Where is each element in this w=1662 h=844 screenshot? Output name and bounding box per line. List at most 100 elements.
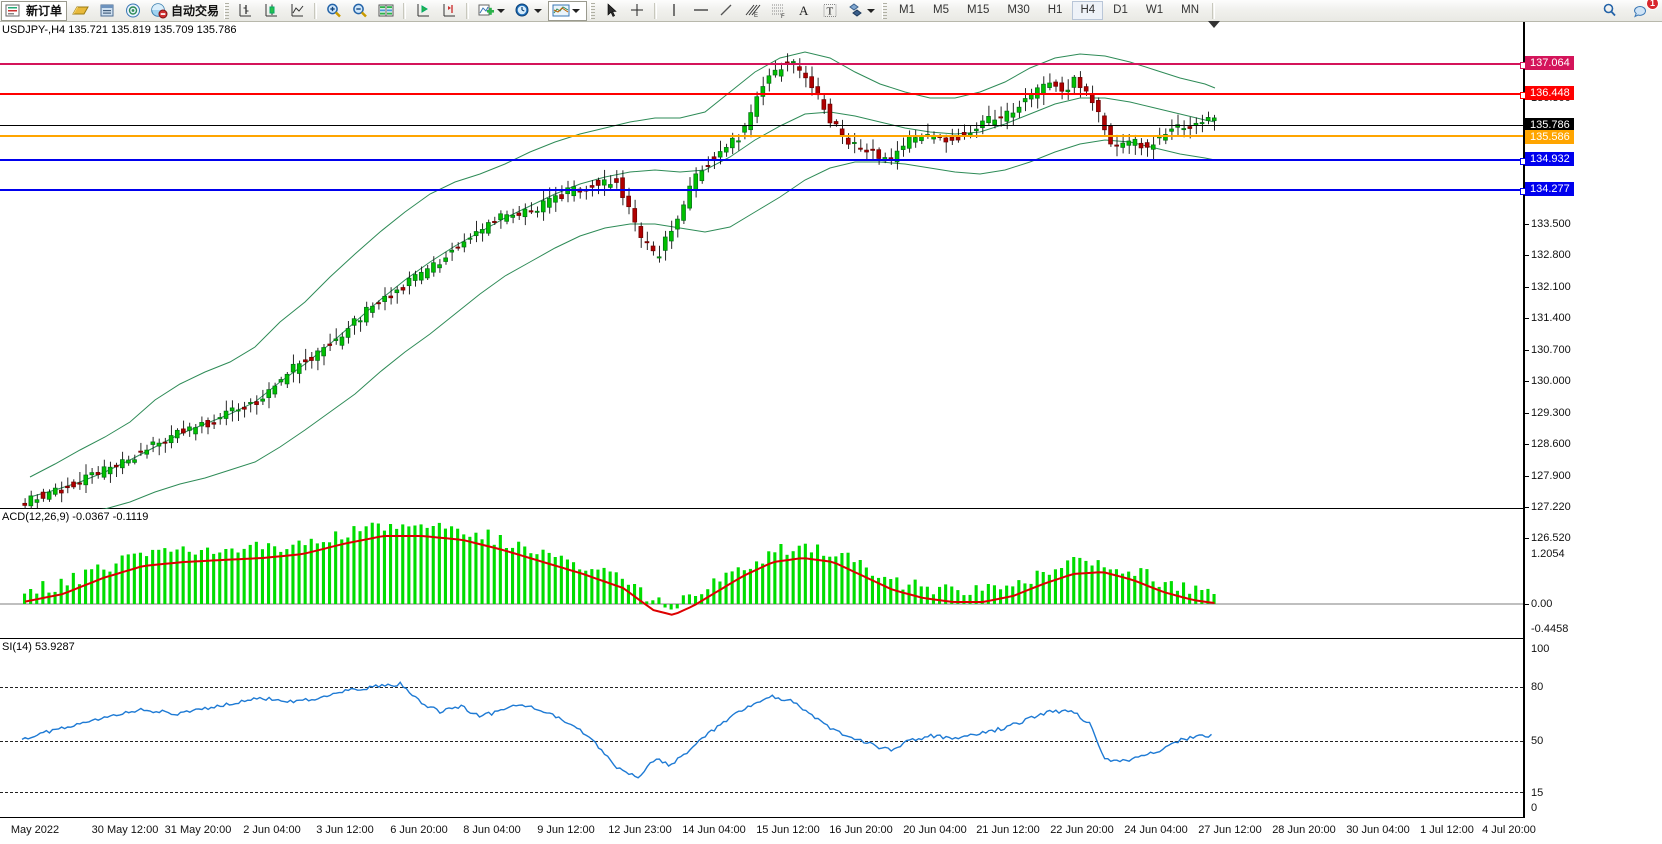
price-chart-svg	[22, 51, 1217, 509]
price-tick-130700: 130.700	[1531, 344, 1571, 356]
cursor-icon	[601, 2, 621, 20]
price-axis-line	[1523, 22, 1525, 818]
fibo-button[interactable]: F	[766, 1, 790, 21]
macd-chart-svg	[0, 522, 1523, 616]
price-pane[interactable]: USDJPY-,H4 135.721 135.819 135.709 135.7…	[0, 22, 1527, 509]
price-tag-134932[interactable]: 134.932	[1525, 152, 1574, 166]
time-label-15: 24 Jun 04:00	[1124, 824, 1188, 836]
price-tag-137064[interactable]: 137.064	[1525, 56, 1574, 70]
crosshair-button[interactable]	[625, 1, 649, 21]
channel-button[interactable]: E	[740, 1, 764, 21]
price-line-137064[interactable]	[0, 62, 1527, 69]
label-button[interactable]: T	[818, 1, 842, 21]
add-indicator-button[interactable]	[474, 1, 509, 21]
main-toolbar: 新订单	[0, 0, 1662, 22]
zoom-in-button[interactable]	[322, 1, 346, 21]
timeframe-m15[interactable]: M15	[967, 4, 990, 16]
templates-button[interactable]	[548, 0, 588, 21]
time-label-11: 16 Jun 20:00	[829, 824, 893, 836]
price-scale-column[interactable]: 137.000 136.300 135.600 134.900 134.200 …	[1525, 22, 1662, 818]
new-order-icon	[4, 2, 24, 20]
tick-mark-16	[1525, 538, 1529, 539]
text-button[interactable]: A	[792, 1, 816, 21]
price-tick-126520: 126.520	[1531, 532, 1571, 544]
price-tag-136448[interactable]: 136.448	[1525, 86, 1574, 100]
new-order-label: 新订单	[26, 4, 63, 18]
add-indicator-icon	[476, 2, 496, 20]
chevron-down-icon[interactable]	[497, 8, 506, 13]
chevron-down-icon-2[interactable]	[534, 8, 543, 13]
tick-mark-9	[1525, 318, 1529, 319]
rsi-tick-50: 50	[1531, 735, 1544, 747]
timeframe-d1[interactable]: D1	[1113, 4, 1128, 16]
time-label-17: 28 Jun 20:00	[1272, 824, 1336, 836]
time-label-20: 4 Jul 20:00	[1482, 824, 1536, 836]
crosshair-icon	[627, 2, 647, 20]
toolbar-separator-5	[1212, 2, 1215, 19]
toolbar-grip-3[interactable]	[882, 2, 888, 19]
search-button[interactable]	[1599, 1, 1623, 21]
rsi-pane[interactable]: SI(14) 53.9287	[0, 640, 1523, 818]
price-tick-129300: 129.300	[1531, 407, 1571, 419]
toolbar-separator-2	[403, 2, 407, 19]
price-tick-127220: 127.220	[1531, 501, 1571, 513]
bar-chart-button[interactable]	[233, 1, 257, 21]
toolbar-grip[interactable]	[224, 2, 230, 19]
chevron-down-icon-4[interactable]	[867, 8, 876, 13]
timeframe-m5[interactable]: M5	[933, 4, 949, 16]
shift-end-button[interactable]	[437, 1, 461, 21]
timeframe-h4[interactable]: H4	[1072, 1, 1104, 20]
data-window-button[interactable]	[95, 1, 119, 21]
timeframe-m30[interactable]: M30	[1007, 4, 1030, 16]
notification-button[interactable]: 1	[1630, 0, 1659, 21]
price-line-current[interactable]	[0, 125, 1523, 126]
hline-button[interactable]	[688, 1, 712, 21]
tick-mark-macd-zero	[1525, 604, 1529, 605]
candle-chart-button[interactable]	[259, 1, 283, 21]
chart-container[interactable]: USDJPY-,H4 135.721 135.819 135.709 135.7…	[0, 21, 1662, 844]
grid-button[interactable]	[374, 1, 398, 21]
price-tick-132800: 132.800	[1531, 249, 1571, 261]
timeframe-h1[interactable]: H1	[1047, 4, 1063, 16]
price-line-136448[interactable]	[0, 92, 1527, 99]
chevron-down-icon-3[interactable]	[572, 8, 581, 13]
zoom-out-button[interactable]	[348, 1, 372, 21]
line-chart-button[interactable]	[285, 1, 309, 21]
timeframe-m1[interactable]: M1	[899, 4, 916, 16]
new-order-button[interactable]: 新订单	[1, 0, 68, 21]
zoom-in-icon	[324, 2, 344, 20]
time-label-5: 6 Jun 20:00	[390, 824, 448, 836]
shapes-button[interactable]	[844, 1, 879, 21]
toolbar-grip-2[interactable]	[590, 2, 596, 19]
shift-end-icon	[439, 2, 459, 20]
signal-button[interactable]	[121, 1, 145, 21]
time-label-18: 30 Jun 04:00	[1346, 824, 1410, 836]
toolbar-separator-3	[466, 2, 470, 19]
price-line-134932[interactable]	[0, 158, 1527, 165]
timeframe-w1[interactable]: W1	[1145, 4, 1164, 16]
shift-start-button[interactable]	[411, 1, 435, 21]
price-tag-134277[interactable]: 134.277	[1525, 182, 1574, 196]
macd-pane[interactable]: ACD(12,26,9) -0.0367 -0.1119	[0, 510, 1523, 639]
tick-mark-15	[1525, 507, 1529, 508]
price-tick-131400: 131.400	[1531, 312, 1571, 324]
candle-chart-icon	[261, 2, 281, 20]
price-tag-135586[interactable]: 135.586	[1525, 130, 1574, 144]
macd-tick-zero: 0.00	[1531, 598, 1553, 610]
vline-button[interactable]	[662, 1, 686, 21]
timeframe-mn[interactable]: MN	[1181, 4, 1199, 16]
trendline-button[interactable]	[714, 1, 738, 21]
time-label-10: 15 Jun 12:00	[756, 824, 820, 836]
price-line-135586[interactable]	[0, 135, 1523, 137]
gold-bar-button[interactable]	[69, 1, 93, 21]
time-label-4: 3 Jun 12:00	[316, 824, 374, 836]
cursor-button[interactable]	[599, 1, 623, 21]
period-clock-icon	[513, 2, 533, 20]
tick-mark-14	[1525, 476, 1529, 477]
collapse-arrow-icon[interactable]	[1208, 21, 1220, 28]
svg-text:E: E	[754, 13, 758, 19]
autotrading-button[interactable]: 自动交易	[147, 1, 221, 21]
price-tick-127900: 127.900	[1531, 470, 1571, 482]
price-line-134277[interactable]	[0, 188, 1527, 195]
period-clock-button[interactable]	[511, 1, 546, 21]
